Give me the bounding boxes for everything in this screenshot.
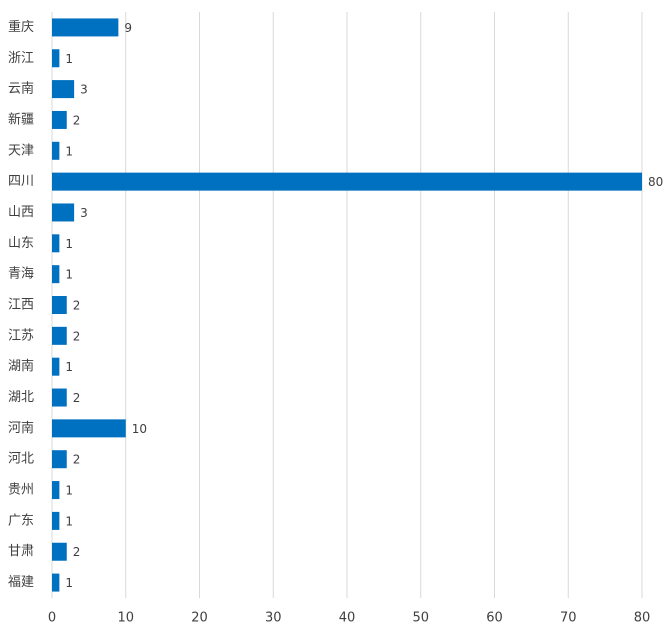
y-tick-label: 江苏: [8, 327, 34, 343]
value-label: 1: [65, 514, 73, 528]
value-label: 9: [124, 21, 132, 35]
y-tick-label: 重庆: [8, 19, 34, 35]
value-label: 3: [80, 83, 88, 97]
x-tick-label: 40: [339, 611, 356, 626]
bar: [52, 511, 60, 530]
value-label: 3: [80, 206, 88, 220]
y-tick-label: 河北: [8, 452, 34, 467]
bar: [52, 265, 60, 284]
bar: [52, 172, 642, 191]
y-tick-label: 广东: [8, 513, 34, 528]
bar: [52, 49, 60, 68]
value-label: 1: [65, 268, 73, 282]
y-tick-label: 福建: [8, 575, 34, 590]
value-label: 2: [73, 113, 81, 127]
x-tick-label: 10: [117, 611, 134, 626]
x-tick-label: 0: [48, 611, 56, 626]
bar: [52, 481, 60, 500]
bar: [52, 357, 60, 376]
bar: [52, 542, 67, 561]
y-tick-label: 贵州: [8, 483, 34, 498]
bar: [52, 80, 75, 99]
y-tick-label: 湖北: [8, 390, 34, 405]
value-label: 1: [65, 237, 73, 251]
y-tick-label: 江西: [8, 298, 34, 313]
value-label: 2: [73, 545, 81, 559]
bar: [52, 326, 67, 345]
y-tick-label: 甘肃: [8, 544, 34, 559]
value-label: 1: [65, 144, 73, 158]
x-tick-label: 60: [486, 611, 503, 626]
value-label: 1: [65, 52, 73, 66]
bar: [52, 419, 126, 438]
bar: [52, 388, 67, 407]
y-tick-label: 云南: [8, 81, 34, 97]
y-tick-label: 河南: [8, 420, 34, 436]
value-label: 2: [73, 391, 81, 405]
value-label: 2: [73, 299, 81, 313]
value-label: 2: [73, 329, 81, 343]
y-tick-label: 青海: [8, 267, 34, 282]
y-tick-label: 湖南: [8, 358, 34, 374]
x-tick-label: 50: [412, 611, 429, 626]
x-tick-label: 70: [560, 611, 577, 626]
y-tick-label: 浙江: [8, 51, 34, 66]
bar: [52, 141, 60, 160]
bar: [52, 450, 67, 469]
bar: [52, 110, 67, 129]
y-tick-label: 四川: [8, 174, 34, 189]
x-tick-label: 80: [634, 611, 651, 626]
value-label: 1: [65, 360, 73, 374]
x-tick-label: 30: [265, 611, 282, 626]
y-tick-label: 新疆: [8, 111, 34, 127]
y-tick-label: 山东: [8, 236, 34, 251]
value-label: 80: [648, 175, 663, 189]
value-label: 2: [73, 453, 81, 467]
bar: [52, 234, 60, 253]
value-label: 10: [132, 422, 147, 436]
bar: [52, 296, 67, 314]
value-label: 1: [65, 484, 73, 498]
y-tick-label: 天津: [8, 143, 34, 158]
y-tick-label: 山西: [8, 205, 34, 220]
bar: [52, 18, 119, 37]
bar: [52, 573, 60, 592]
bar: [52, 203, 75, 222]
value-label: 1: [65, 576, 73, 590]
x-tick-label: 20: [191, 611, 208, 626]
